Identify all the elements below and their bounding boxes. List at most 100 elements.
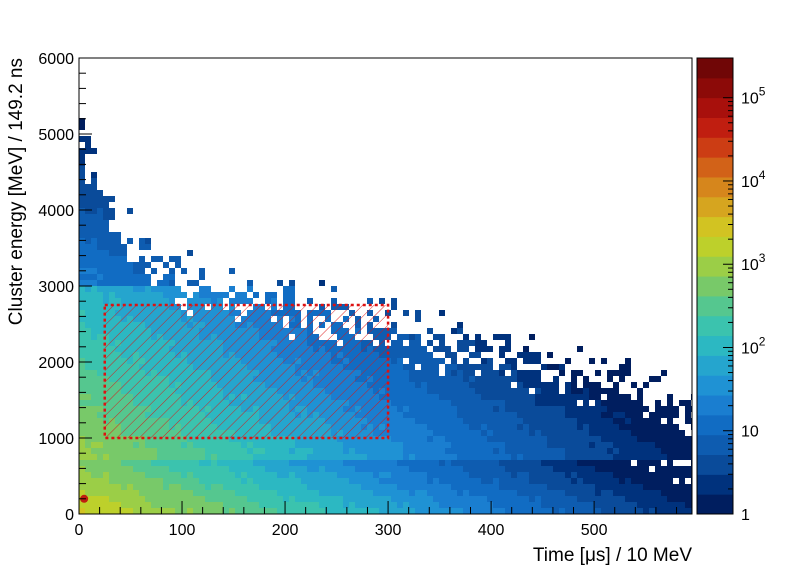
heatmap-cell — [193, 460, 199, 466]
heatmap-cell — [415, 310, 421, 316]
heatmap-cell — [301, 442, 307, 448]
heatmap-cell — [163, 262, 169, 268]
heatmap-cell — [127, 454, 133, 460]
heatmap-cell — [229, 508, 235, 514]
heatmap-cell — [661, 496, 667, 502]
heatmap-cell — [475, 502, 481, 508]
heatmap-cell — [535, 466, 541, 472]
heatmap-cell — [241, 298, 247, 304]
heatmap-cell — [487, 382, 493, 388]
heatmap-cell — [373, 466, 379, 472]
heatmap-cell — [85, 244, 91, 250]
heatmap-cell — [85, 490, 91, 496]
heatmap-cell — [607, 472, 613, 478]
heatmap-cell — [91, 244, 97, 250]
heatmap-cell — [181, 466, 187, 472]
heatmap-cell — [643, 436, 649, 442]
heatmap-cell — [169, 286, 175, 292]
heatmap-cell — [541, 472, 547, 478]
heatmap-cell — [313, 484, 319, 490]
heatmap-cell — [523, 460, 529, 466]
heatmap-cell — [565, 466, 571, 472]
heatmap-cell — [547, 442, 553, 448]
heatmap-cell — [289, 466, 295, 472]
heatmap-cell — [79, 262, 85, 268]
heatmap-cell — [169, 502, 175, 508]
heatmap-cell — [253, 292, 259, 298]
heatmap-cell — [391, 388, 397, 394]
heatmap-cell — [325, 448, 331, 454]
heatmap-cell — [589, 460, 595, 466]
heatmap-cell — [415, 400, 421, 406]
heatmap-cell — [493, 412, 499, 418]
heatmap-cell — [673, 442, 679, 448]
heatmap-cell — [397, 364, 403, 370]
heatmap-cell — [433, 508, 439, 514]
heatmap-cell — [289, 448, 295, 454]
heatmap-cell — [475, 472, 481, 478]
heatmap-cell — [415, 406, 421, 412]
heatmap-cell — [415, 394, 421, 400]
heatmap-cell — [517, 352, 523, 358]
heatmap-cell — [571, 502, 577, 508]
heatmap-cell — [535, 484, 541, 490]
colorbar-segment — [697, 355, 733, 376]
heatmap-cell — [649, 490, 655, 496]
heatmap-cell — [583, 406, 589, 412]
heatmap-cell — [79, 490, 85, 496]
heatmap-cell — [559, 490, 565, 496]
heatmap-cell — [427, 400, 433, 406]
heatmap-cell — [607, 412, 613, 418]
heatmap-cell — [289, 478, 295, 484]
heatmap-cell — [97, 502, 103, 508]
heatmap-cell — [565, 430, 571, 436]
heatmap-cell — [331, 502, 337, 508]
heatmap-cell — [649, 424, 655, 430]
heatmap-cell — [109, 208, 115, 214]
heatmap-cell — [139, 454, 145, 460]
heatmap-cell — [391, 352, 397, 358]
heatmap-cell — [127, 274, 133, 280]
heatmap-cell — [637, 478, 643, 484]
heatmap-cell — [121, 484, 127, 490]
heatmap-cell — [631, 478, 637, 484]
heatmap-cell — [415, 454, 421, 460]
heatmap-cell — [97, 448, 103, 454]
heatmap-cell — [91, 376, 97, 382]
heatmap-cell — [649, 454, 655, 460]
heatmap-cell — [505, 376, 511, 382]
heatmap-cell — [649, 436, 655, 442]
heatmap-cell — [523, 508, 529, 514]
heatmap-cell — [541, 448, 547, 454]
heatmap-cell — [415, 484, 421, 490]
heatmap-cell — [115, 250, 121, 256]
heatmap-cell — [85, 298, 91, 304]
heatmap-cell — [517, 400, 523, 406]
heatmap-cell — [601, 508, 607, 514]
heatmap-cell — [463, 502, 469, 508]
heatmap-cell — [211, 478, 217, 484]
heatmap-cell — [403, 472, 409, 478]
heatmap-cell — [499, 382, 505, 388]
heatmap-cell — [403, 436, 409, 442]
heatmap-cell — [397, 490, 403, 496]
heatmap-cell — [175, 496, 181, 502]
heatmap-cell — [331, 478, 337, 484]
heatmap-cell — [523, 358, 529, 364]
heatmap-cell — [235, 298, 241, 304]
heatmap-cell — [79, 418, 85, 424]
heatmap-cell — [421, 394, 427, 400]
heatmap-cell — [505, 478, 511, 484]
heatmap-cell — [295, 484, 301, 490]
heatmap-cell — [343, 454, 349, 460]
heatmap-cell — [115, 478, 121, 484]
heatmap-cell — [313, 460, 319, 466]
heatmap-cell — [217, 454, 223, 460]
heatmap-cell — [685, 406, 691, 412]
heatmap-cell — [319, 466, 325, 472]
heatmap-cell — [85, 316, 91, 322]
heatmap-cell — [655, 502, 661, 508]
heatmap-cell — [139, 268, 145, 274]
heatmap-cell — [427, 394, 433, 400]
heatmap-cell — [583, 508, 589, 514]
